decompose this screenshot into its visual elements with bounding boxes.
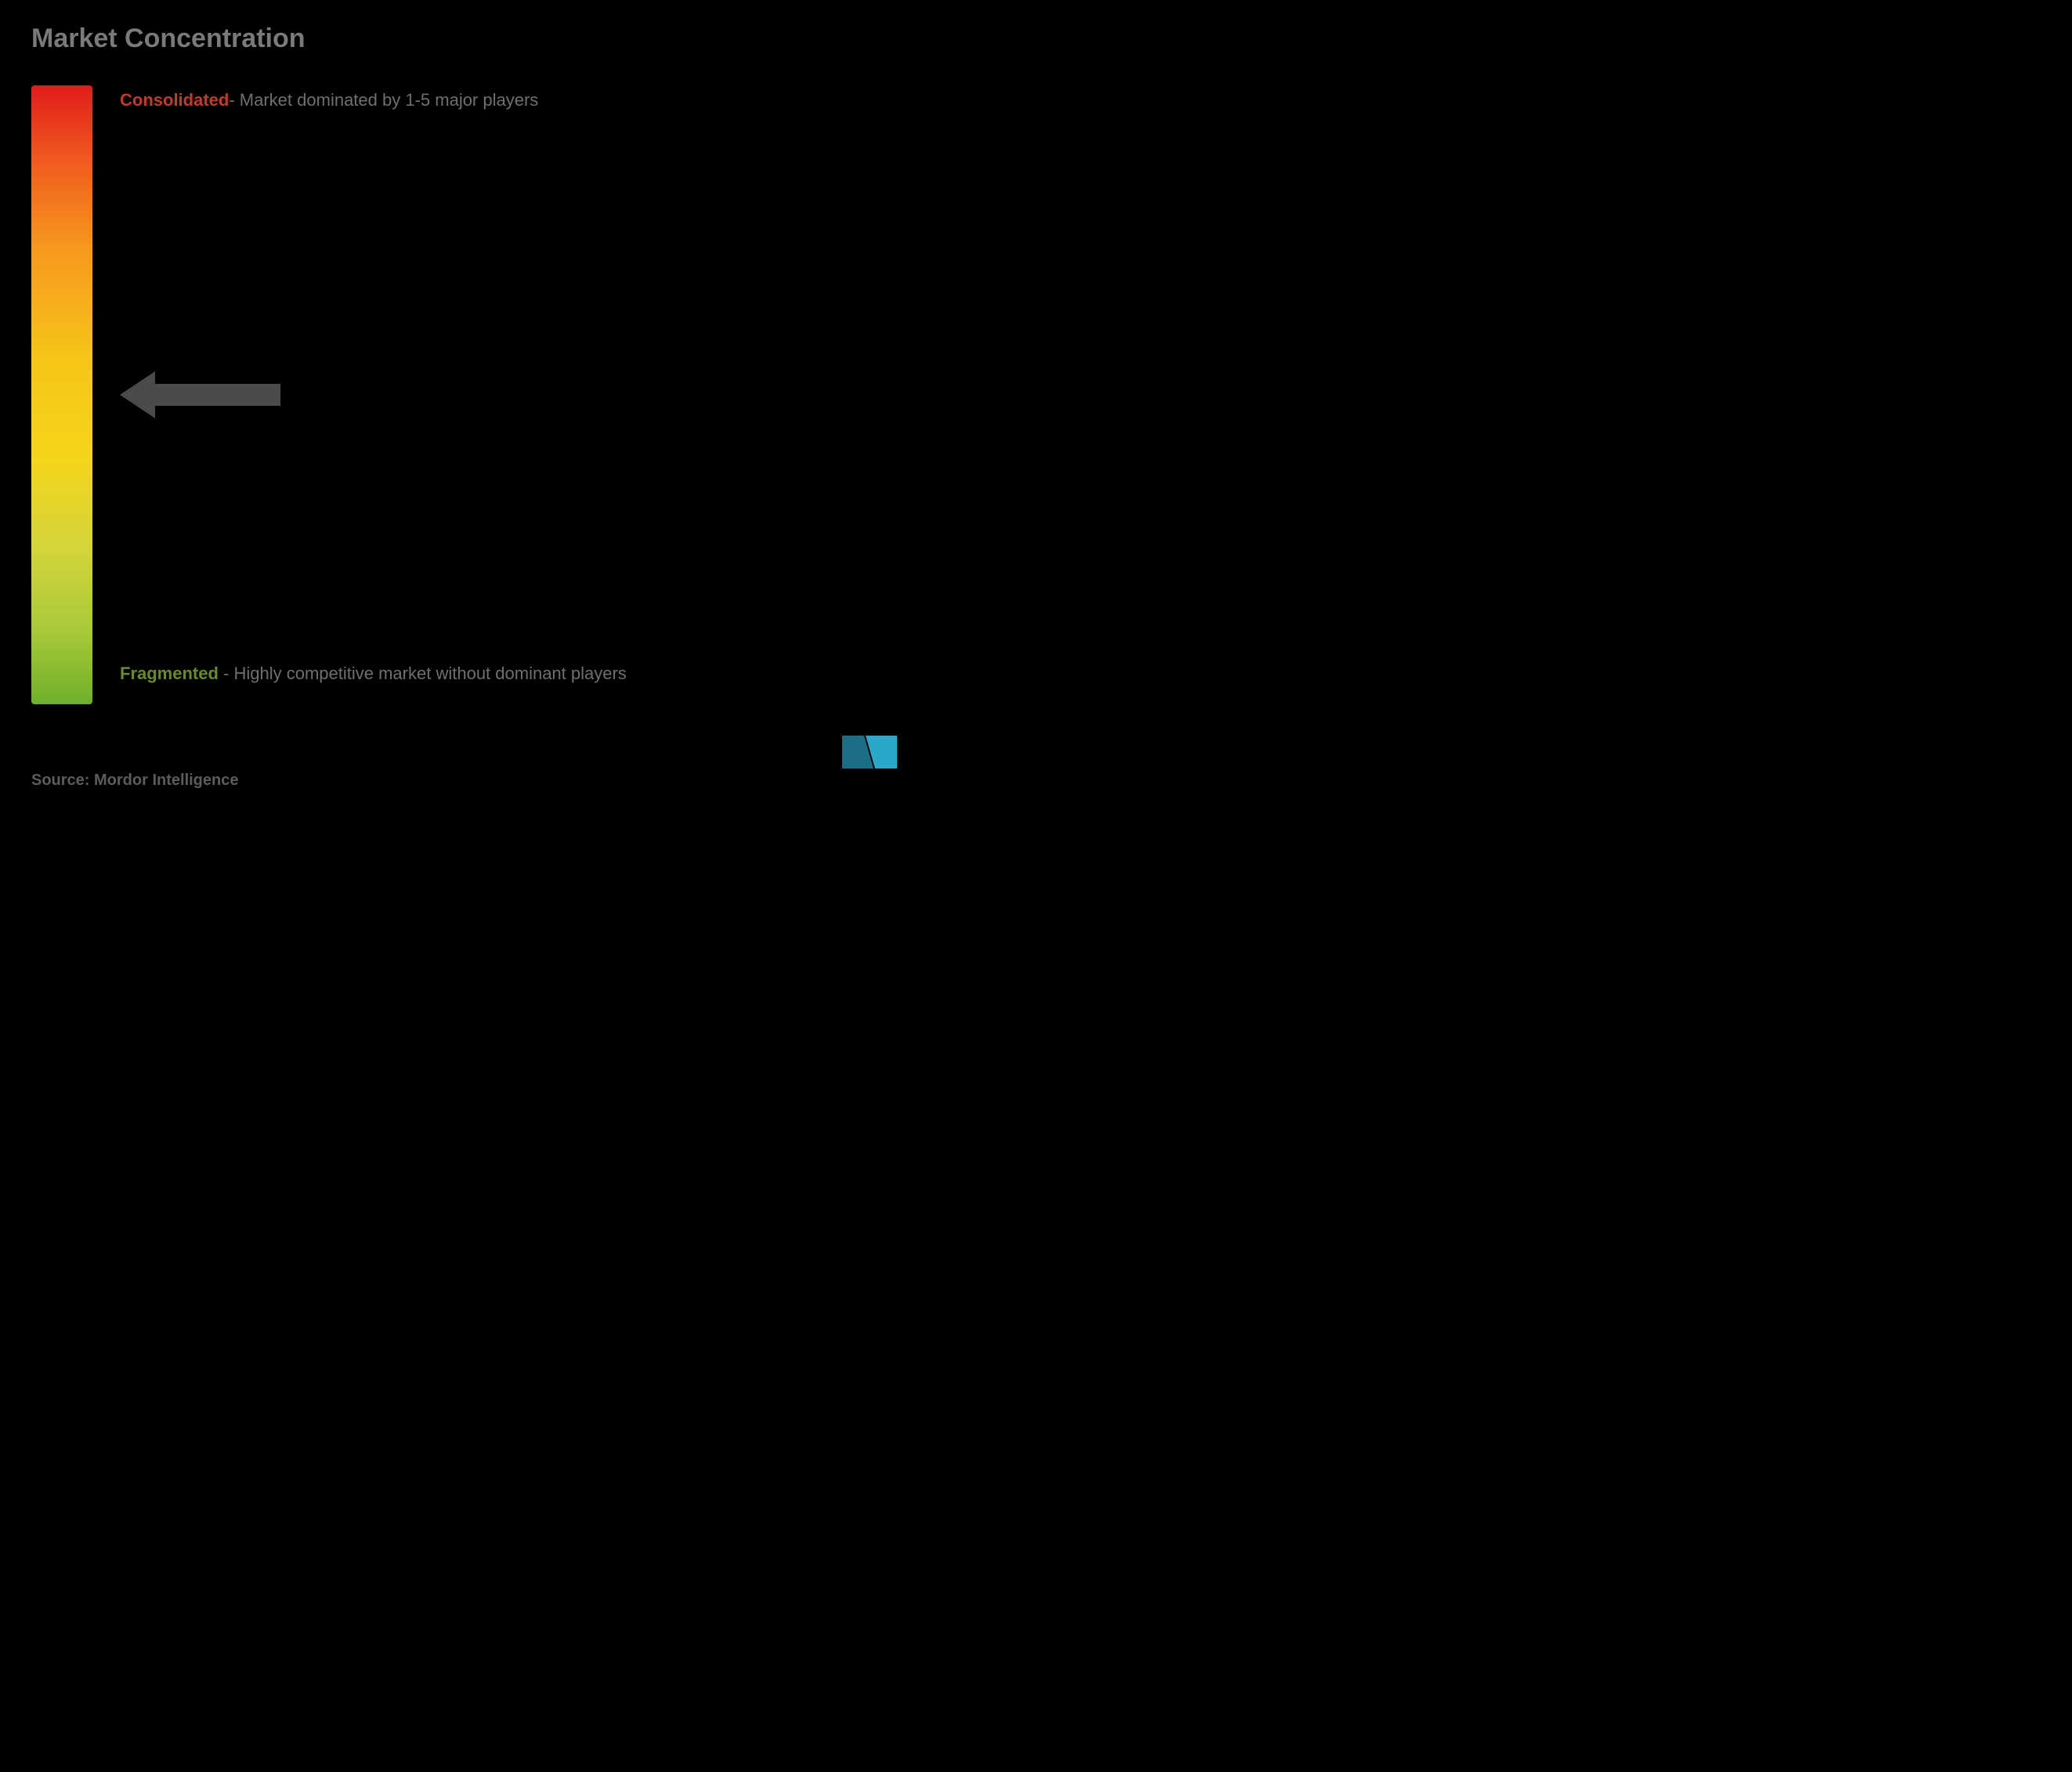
fragmented-emphasis: Fragmented: [120, 664, 219, 683]
content-row: Consolidated- Market dominated by 1-5 ma…: [31, 85, 909, 704]
consolidated-separator: -: [229, 90, 239, 110]
source-attribution: Source: Mordor Intelligence: [31, 772, 238, 790]
fragmented-separator: -: [219, 664, 234, 683]
consolidated-description: Market dominated by 1-5 major players: [240, 90, 539, 110]
chart-title: Market Concentration: [31, 24, 909, 54]
concentration-gradient-bar: [31, 85, 92, 704]
fragmented-description: Highly competitive market without domina…: [233, 664, 626, 683]
labels-column: Consolidated- Market dominated by 1-5 ma…: [120, 85, 909, 704]
logo-icon: [842, 736, 897, 768]
consolidated-emphasis: Consolidated: [120, 90, 229, 110]
arrow-left-icon: [120, 371, 280, 418]
consolidated-label: Consolidated- Market dominated by 1-5 ma…: [120, 89, 893, 112]
indicator-arrow: [120, 371, 280, 418]
fragmented-label: Fragmented - Highly competitive market w…: [120, 657, 893, 690]
brand-logo: [842, 736, 897, 772]
